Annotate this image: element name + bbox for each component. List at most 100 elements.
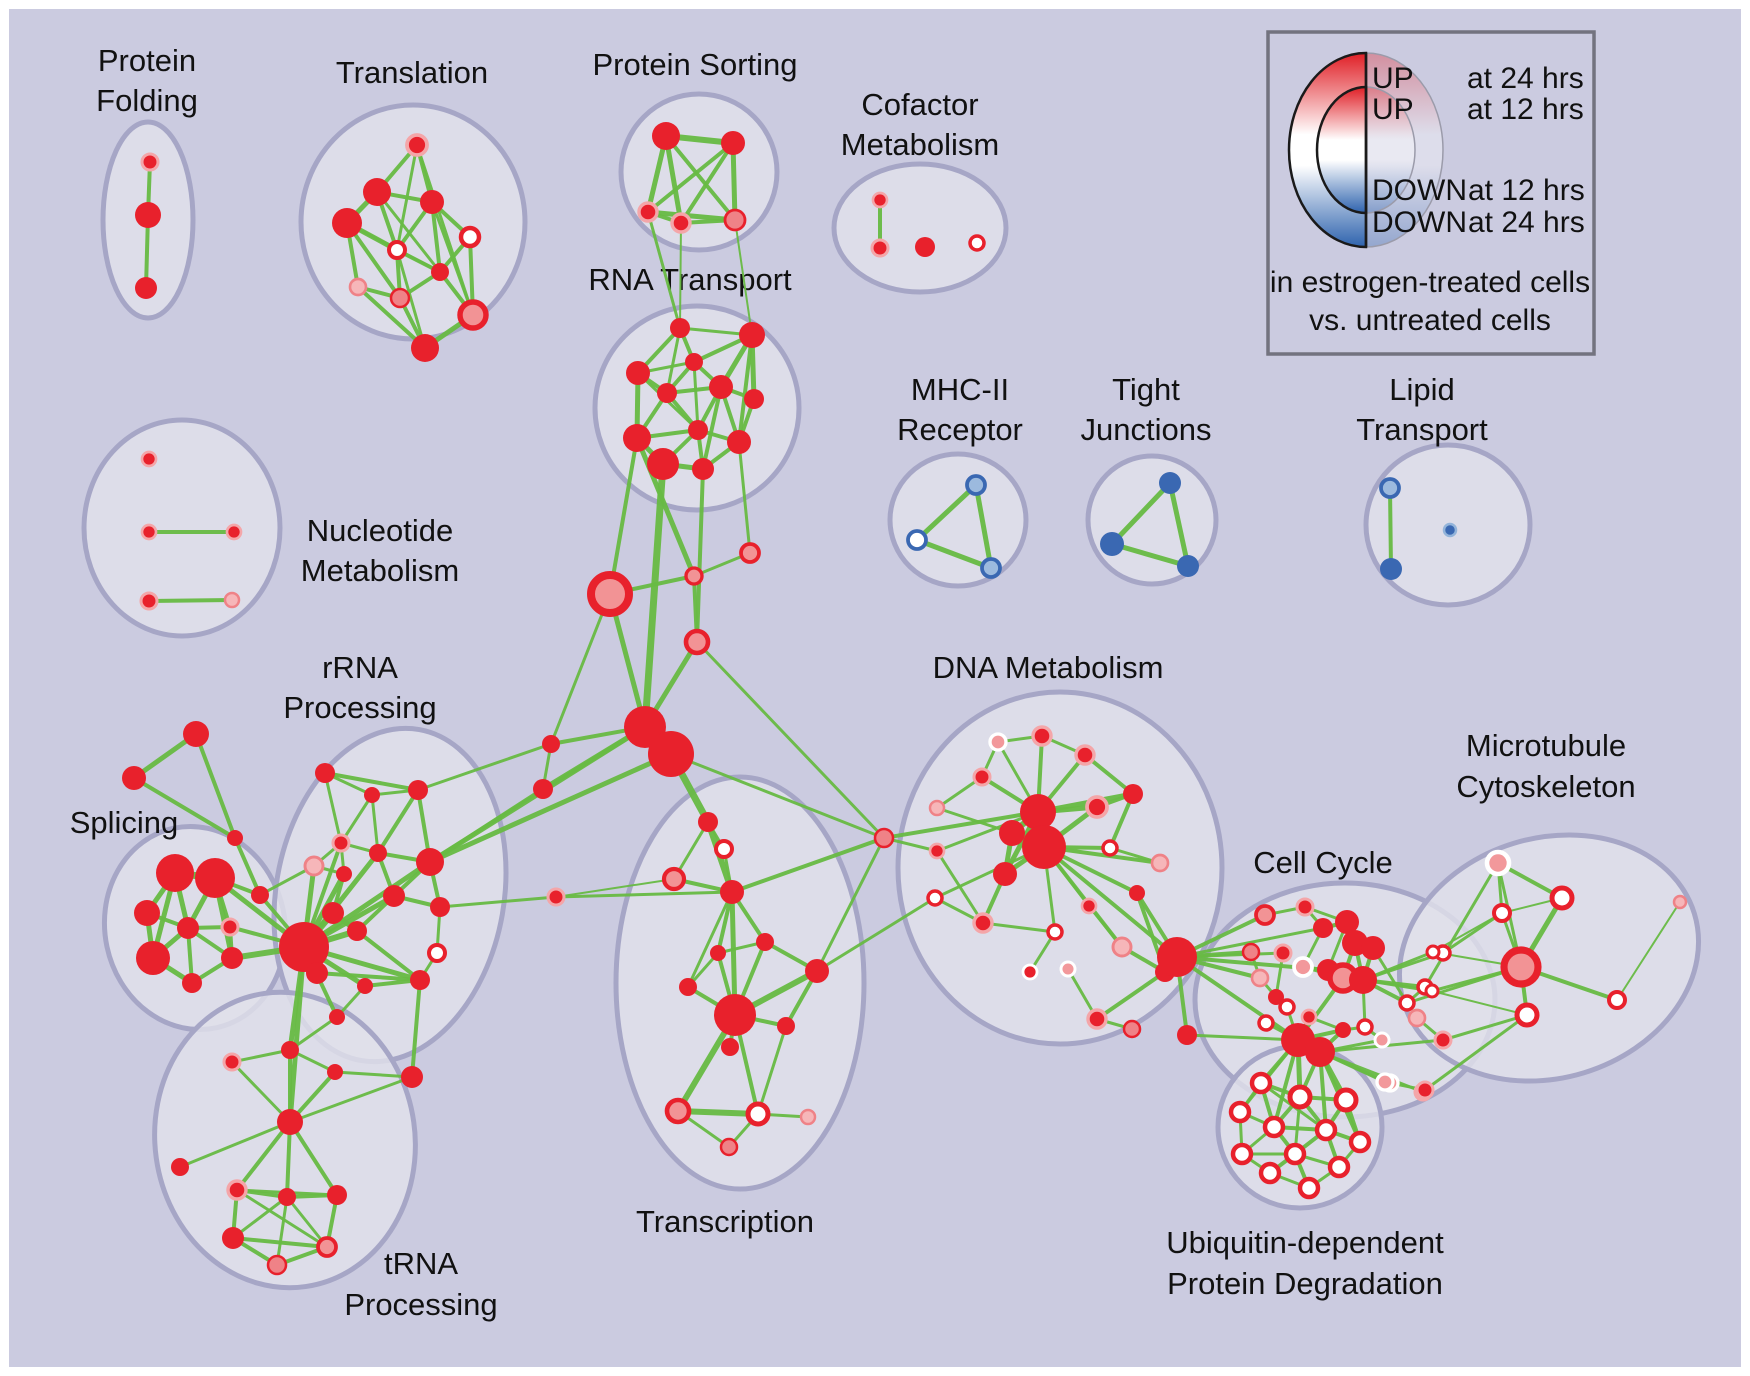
network-node — [222, 1052, 242, 1072]
network-node — [657, 383, 677, 403]
cluster-label-lipid-transport: Transport — [1356, 412, 1488, 447]
network-edge — [1175, 955, 1300, 1042]
network-node — [1085, 795, 1109, 819]
network-edge — [1185, 1033, 1300, 1042]
network-node — [1500, 946, 1542, 988]
network-node — [411, 334, 439, 362]
network-node — [347, 921, 367, 941]
network-node — [457, 299, 489, 331]
network-node — [1100, 532, 1124, 556]
network-node — [1177, 555, 1199, 577]
network-node — [327, 1064, 343, 1080]
network-node — [223, 591, 241, 609]
network-node — [692, 458, 714, 480]
network-node — [799, 1108, 817, 1126]
network-edge — [376, 788, 420, 855]
network-edge — [665, 326, 682, 395]
network-edge — [737, 440, 752, 555]
network-edge — [235, 1188, 329, 1249]
network-edge — [1109, 480, 1173, 547]
network-node — [915, 237, 935, 257]
network-node — [1425, 944, 1441, 960]
network-node — [329, 1009, 345, 1025]
network-node — [332, 208, 362, 238]
network-node — [928, 842, 946, 860]
cluster-label-transcription: Transcription — [636, 1204, 814, 1239]
network-node — [1249, 1071, 1273, 1095]
cluster-label-microtubule-cytoskeleton: Cytoskeleton — [1456, 769, 1635, 804]
label-layer: Protein Folding Translation Protein Sorting… — [70, 43, 1636, 1322]
cluster-label-tight-junctions: Junctions — [1081, 412, 1212, 447]
cluster-label-translation: Translation — [336, 55, 488, 90]
network-node — [1074, 744, 1096, 766]
network-node — [739, 542, 761, 564]
network-edge — [981, 921, 1057, 934]
network-node — [1442, 522, 1458, 538]
network-edge — [370, 793, 380, 855]
network-node — [226, 1179, 248, 1201]
network-edge — [608, 436, 639, 596]
network-node — [777, 1017, 795, 1035]
legend-entry-label: UP — [1372, 93, 1414, 126]
network-node — [277, 1109, 303, 1135]
cluster-label-dna-metabolism: DNA Metabolism — [933, 650, 1164, 685]
network-node — [721, 131, 745, 155]
network-node — [714, 994, 756, 1036]
network-node — [670, 318, 690, 338]
network-node — [136, 941, 170, 975]
legend-entry-label: DOWN — [1372, 206, 1467, 239]
network-node — [709, 375, 733, 399]
network-node — [1278, 998, 1296, 1016]
cluster-label-splicing: Splicing — [70, 805, 179, 840]
network-node — [420, 190, 444, 214]
network-node — [135, 277, 157, 299]
network-edge — [1042, 845, 1179, 959]
network-node — [322, 902, 344, 924]
network-edge — [935, 810, 1040, 853]
network-node — [1257, 1014, 1275, 1032]
network-node — [1297, 1176, 1321, 1200]
network-node — [431, 263, 449, 281]
network-node — [1020, 794, 1056, 830]
network-edge — [395, 248, 427, 350]
network-node — [401, 1066, 423, 1088]
cluster-label-rrna-processing: rRNA — [322, 650, 398, 685]
network-node — [546, 887, 566, 907]
network-edge — [230, 1048, 292, 1064]
network-edge — [416, 742, 553, 792]
network-node — [688, 420, 708, 440]
cluster-label-mhc-ii-receptor: Receptor — [897, 412, 1023, 447]
cluster-label-protein-folding: Folding — [96, 83, 198, 118]
network-edge — [634, 435, 697, 579]
cluster-ellipse-trna-processing — [152, 989, 418, 1291]
network-node — [1672, 894, 1688, 910]
network-edge — [914, 482, 979, 543]
network-edge — [323, 771, 420, 792]
network-node — [316, 1236, 338, 1258]
network-node — [1327, 1155, 1351, 1179]
network-edge — [1167, 480, 1191, 569]
cluster-label-ubiquitin-degradation: Ubiquitin-dependent — [1166, 1225, 1444, 1260]
network-edge — [679, 141, 735, 225]
network-node — [1313, 918, 1333, 938]
network-node — [221, 947, 243, 969]
network-node — [1484, 849, 1512, 877]
network-node — [652, 122, 680, 150]
network-node — [225, 523, 243, 541]
network-node — [1268, 989, 1284, 1005]
cluster-label-mhc-ii-receptor: MHC-II — [911, 372, 1009, 407]
network-node — [1549, 885, 1575, 911]
network-node — [928, 799, 946, 817]
network-edge — [645, 209, 738, 223]
network-node — [805, 959, 829, 983]
network-edge — [194, 732, 237, 840]
network-node — [1314, 1118, 1338, 1142]
network-edge — [730, 836, 886, 894]
network-edge — [410, 978, 422, 1079]
network-node — [664, 1097, 692, 1125]
network-node — [647, 448, 679, 480]
network-node — [389, 287, 411, 309]
